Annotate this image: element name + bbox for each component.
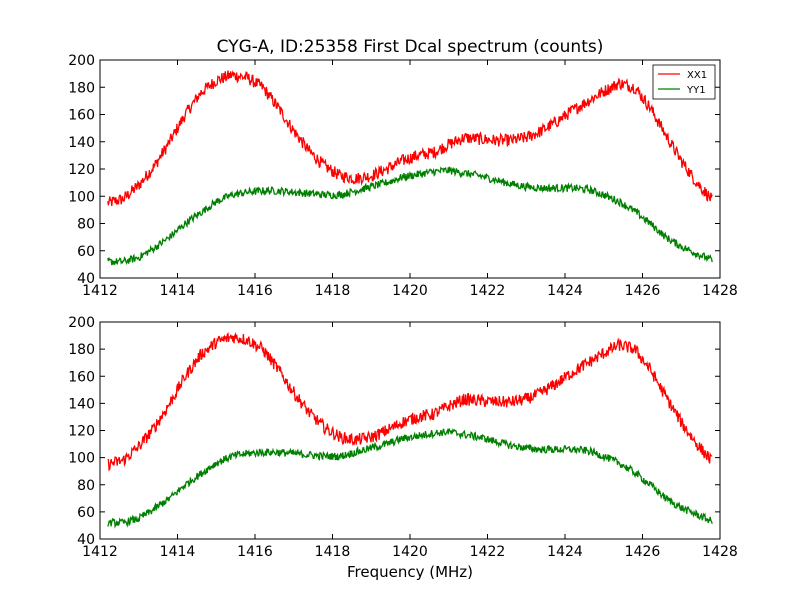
- y-tick-label: 80: [77, 478, 95, 494]
- y-tick-label: 120: [68, 162, 95, 178]
- series-line-series-2: [107, 427, 713, 529]
- y-tick-label: 80: [77, 217, 95, 233]
- plots-group: 1412 1414 1416 1418 1420 1422 1424 1426 1428 40 60…: [68, 53, 738, 560]
- x-tick-label: 1422: [470, 283, 506, 299]
- y-tick-label: 60: [77, 505, 95, 521]
- y-tick-label: 100: [68, 451, 95, 467]
- x-tick-label: 1418: [315, 544, 351, 560]
- figure-title: CYG-A, ID:25358 First Dcal spectrum (cou…: [217, 37, 604, 57]
- y-tick-label: 200: [68, 315, 95, 331]
- x-tick-label: 1424: [547, 544, 583, 560]
- y-tick-label: 120: [68, 424, 95, 440]
- x-tick-label: 1412: [82, 544, 118, 560]
- y-tick-label: 40: [77, 532, 95, 548]
- y-tick-label: 100: [68, 189, 95, 205]
- y-tick-label: 200: [68, 53, 95, 69]
- x-tick-label: 1412: [82, 283, 118, 299]
- x-axis-label: Frequency (MHz): [347, 563, 473, 581]
- y-tick-label: 160: [68, 108, 95, 124]
- x-tick-label: 1424: [547, 283, 583, 299]
- chart-panel-2: 1412 1414 1416 1418 1420 1422 1424 1426 1428 40 60…: [68, 315, 738, 560]
- chart-panel-1: 1412 1414 1416 1418 1420 1422 1424 1426 1428 40 60…: [68, 53, 738, 299]
- series-line-xx1: [107, 70, 713, 207]
- y-tick-label: 180: [68, 342, 95, 358]
- x-tick-label: 1418: [315, 283, 351, 299]
- x-tick-label: 1420: [392, 544, 428, 560]
- y-tick-label: 60: [77, 244, 95, 260]
- y-tick-label: 140: [68, 396, 95, 412]
- x-tick-label: 1426: [625, 544, 661, 560]
- x-tick-label: 1428: [702, 544, 738, 560]
- x-tick-label: 1416: [237, 283, 273, 299]
- x-tick-label: 1426: [625, 283, 661, 299]
- x-tick-label: 1414: [160, 544, 196, 560]
- y-tick-label: 160: [68, 369, 95, 385]
- x-tick-label: 1420: [392, 283, 428, 299]
- legend-label: YY1: [686, 85, 706, 96]
- legend-box: [652, 64, 716, 100]
- x-tick-label: 1416: [237, 544, 273, 560]
- legend-label: XX1: [687, 70, 707, 81]
- x-tick-label: 1422: [470, 544, 506, 560]
- x-tick-label: 1428: [702, 283, 738, 299]
- x-tick-label: 1414: [160, 283, 196, 299]
- series-line-series-1: [107, 331, 713, 472]
- series-line-yy1: [107, 166, 713, 266]
- y-tick-label: 140: [68, 135, 95, 151]
- y-tick-label: 180: [68, 80, 95, 96]
- y-tick-label: 40: [77, 271, 95, 287]
